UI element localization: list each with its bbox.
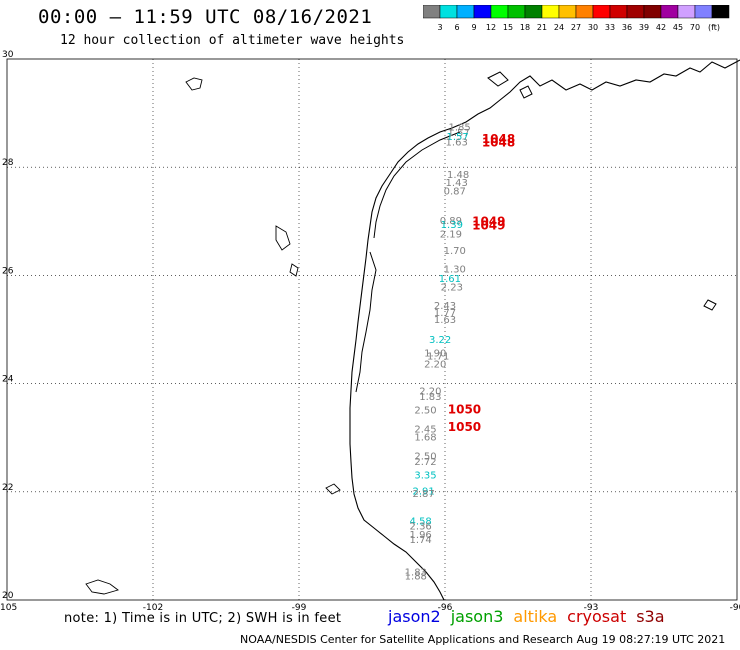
colorbar-label: 30 [588, 23, 598, 32]
wave-height-label: 2.87 [412, 489, 434, 500]
satellite-jason3: jason3 [450, 607, 504, 626]
pressure-label: 1050 [448, 402, 481, 416]
lake-inland-1 [185, 77, 203, 91]
page-subtitle: 12 hour collection of altimeter wave hei… [60, 33, 405, 48]
pressure-label: 1049 [472, 215, 505, 229]
wave-height-label: 1.57 [447, 132, 469, 143]
wave-height-label: 1.83 [419, 392, 441, 403]
wave-height-label: 2.50 [414, 405, 436, 416]
map-grid: -105 -102 -99 -96 -93 -90 30 28 26 24 22 20 [0, 50, 740, 613]
colorbar-label: 27 [571, 23, 581, 32]
lake-inland-2 [275, 225, 291, 251]
lat-tick-label: 24 [2, 375, 14, 385]
wave-height-label: 2.50 [414, 451, 436, 462]
wave-height-label: 1.48 [447, 170, 469, 181]
wave-height-label: 2.45 [414, 424, 436, 435]
wave-height-label: 1.71 [427, 351, 449, 362]
wave-height-label: 2.20 [424, 359, 446, 370]
colorbar-label: 9 [471, 23, 476, 32]
lat-tick-label: 22 [2, 483, 13, 493]
wave-height-label: 1.83 [405, 568, 427, 579]
lon-tick-label: -102 [143, 603, 163, 613]
lake-inland-3 [289, 263, 299, 277]
barrier-island [373, 131, 461, 239]
satellite-s3a: s3a [636, 607, 665, 626]
colorbar-label: 3 [437, 23, 442, 32]
lon-tick-label: -99 [292, 603, 307, 613]
satellite-altika: altika [513, 607, 558, 626]
colorbar-label: 36 [622, 23, 632, 32]
colorbar-label: 24 [554, 23, 564, 32]
colorbar-label: 42 [656, 23, 666, 32]
credit-text: NOAA/NESDIS Center for Satellite Applica… [240, 633, 726, 646]
map-border [6, 58, 738, 601]
wave-height-label: 1.43 [446, 178, 468, 189]
coastline [85, 59, 740, 601]
wave-height-label: 1.63 [434, 315, 456, 326]
pressure-label: 1048 [482, 136, 515, 150]
wave-height-label: 1.74 [410, 535, 432, 546]
wave-height-label: 1.88 [405, 571, 427, 582]
wave-height-label: 1.68 [414, 432, 436, 443]
wave-height-label: 2.23 [441, 283, 463, 294]
wave-height-colorbar: 3 6 9 12 15 18 21 24 27 30 33 36 39 42 45 70 (ft) [423, 5, 730, 32]
wave-height-label: 1.70 [444, 246, 466, 257]
wave-height-label: 3.22 [429, 335, 451, 346]
wave-height-label: 1.30 [444, 265, 466, 276]
wave-height-label: 1.61 [439, 274, 461, 285]
colorbar-label: 39 [639, 23, 649, 32]
lon-tick-label: -105 [0, 603, 17, 613]
lon-tick-label: -90 [730, 603, 740, 613]
lat-tick-label: 26 [2, 266, 14, 276]
colorbar-label: 12 [486, 23, 496, 32]
wave-height-label: 4.58 [410, 516, 432, 527]
colorbar-swatch [711, 5, 730, 19]
colorbar-label: 15 [503, 23, 513, 32]
lon-tick-label: -93 [584, 603, 599, 613]
wave-height-label: 2.91 [412, 487, 434, 498]
lake-inland-4 [85, 579, 119, 595]
colorbar-label: 70 [690, 23, 700, 32]
wave-height-label: 1.77 [434, 308, 456, 319]
wave-observations: 1.851.571.571.631.481.430.870.891.392.19… [405, 122, 471, 582]
wave-height-label: 1.57 [447, 128, 469, 139]
wave-height-label: 2.72 [414, 457, 436, 468]
satellite-cryosat: cryosat [567, 607, 627, 626]
wave-height-label: 2.20 [419, 386, 441, 397]
colorbar-label: 33 [605, 23, 615, 32]
colorbar-unit: (ft) [708, 23, 720, 32]
pressure-label: 1050 [448, 420, 481, 434]
satellite-jason2: jason2 [388, 607, 441, 626]
louisiana-bay [487, 71, 717, 311]
wave-height-label: 1.90 [424, 349, 446, 360]
colorbar-label: 6 [454, 23, 459, 32]
island-small [325, 483, 341, 495]
colorbar-label: 45 [673, 23, 683, 32]
note-text: note: 1) Time is in UTC; 2) SWH is in fe… [64, 611, 342, 626]
wave-height-label: 2.43 [434, 301, 456, 312]
wave-height-label: 1.39 [441, 220, 463, 231]
wave-height-label: 3.35 [414, 470, 436, 481]
laguna-madre [355, 251, 377, 393]
colorbar-label: 18 [520, 23, 530, 32]
page-title: 00:00 – 11:59 UTC 08/16/2021 [38, 6, 373, 28]
lat-tick-label: 20 [2, 591, 14, 601]
wave-height-label: 0.87 [444, 186, 466, 197]
wave-height-label: 1.63 [446, 138, 468, 149]
lon-tick-label: -96 [438, 603, 453, 613]
pressure-label: 1048 [482, 132, 515, 146]
wave-height-label: 1.96 [410, 530, 432, 541]
wave-height-label: 1.85 [448, 122, 470, 133]
wave-height-label: 2.36 [410, 522, 432, 533]
lat-tick-label: 28 [2, 158, 14, 168]
wave-height-label: 2.19 [440, 230, 462, 241]
lat-tick-label: 30 [2, 50, 14, 60]
coastline-outline [349, 59, 740, 601]
satellite-legend: jason2 jason3 altika cryosat s3a [388, 607, 675, 626]
wave-height-label: 0.89 [440, 216, 462, 227]
pressure-label: 1049 [472, 218, 505, 232]
colorbar-label: 21 [537, 23, 547, 32]
